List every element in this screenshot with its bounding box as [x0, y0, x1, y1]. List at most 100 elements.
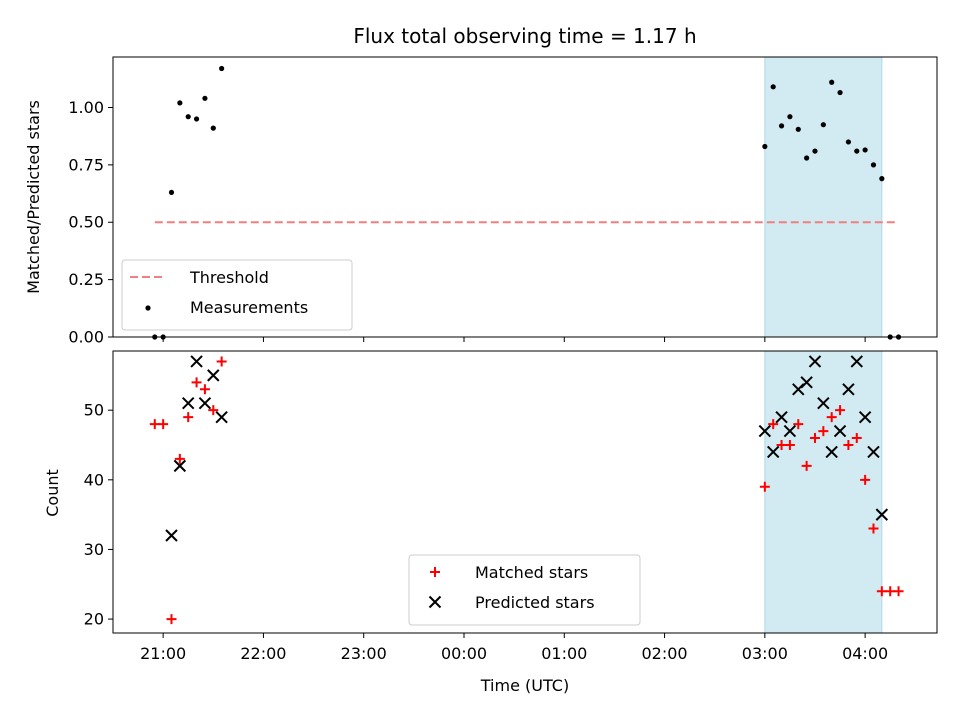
ratio-measurement-point	[193, 116, 200, 122]
ratio-shaded-span	[764, 56, 883, 338]
x-tick-label: 22:00	[240, 644, 286, 663]
ratio-measurement-point	[837, 89, 843, 96]
matched-star-point	[860, 474, 871, 485]
ratio-y-tick-label: 0.50	[68, 213, 104, 232]
ratio-y-tick-label: 0.75	[68, 155, 104, 174]
x-tick-label: 00:00	[441, 644, 487, 663]
ratio-measurement-point	[787, 114, 793, 120]
legend-label: Predicted stars	[475, 593, 595, 612]
ratio-y-axis-label: Matched/Predicted stars	[24, 100, 43, 294]
ratio-measurement-point	[870, 162, 877, 168]
matched-star-point	[793, 419, 804, 430]
predicted-star-point	[783, 424, 797, 438]
ratio-measurement-point	[854, 148, 860, 154]
ratio-measurement-point	[804, 155, 810, 161]
predicted-star-point	[842, 383, 855, 396]
count-y-tick-label: 40	[84, 470, 104, 489]
ratio-measurement-point	[770, 84, 776, 90]
predicted-star-point	[808, 355, 822, 368]
x-tick-label: 03:00	[742, 644, 788, 663]
x-tick-label: 01:00	[541, 644, 587, 663]
matched-star-point	[768, 419, 779, 430]
ratio-measurement-point	[812, 148, 818, 154]
matched-star-point	[191, 377, 202, 388]
matched-star-point	[876, 586, 887, 597]
predicted-star-point	[867, 445, 880, 459]
predicted-star-point	[198, 397, 212, 410]
ratio-measurement-point	[820, 122, 826, 128]
ratio-panel: Flux total observing time = 1.17 h Match…	[24, 24, 938, 347]
predicted-star-point	[825, 445, 838, 459]
ratio-axes-frame	[112, 56, 938, 338]
predicted-star-point	[758, 424, 772, 438]
ratio-y-tick-label: 0.00	[68, 328, 104, 347]
count-axes-frame	[112, 350, 938, 634]
ratio-measurement-point	[168, 189, 175, 196]
matched-star-point	[759, 481, 770, 492]
predicted-star-point	[173, 459, 187, 473]
matched-star-point	[216, 356, 227, 367]
legend-label: Threshold	[189, 268, 269, 287]
ratio-measurement-point	[185, 114, 191, 120]
matched-star-point	[893, 586, 904, 597]
predicted-star-point	[775, 410, 788, 424]
matched-star-point	[174, 453, 185, 464]
predicted-star-point	[766, 445, 780, 459]
matched-star-point	[885, 586, 896, 597]
predicted-star-point	[207, 369, 220, 382]
matched-star-point	[149, 419, 160, 430]
ratio-measurement-point	[762, 143, 768, 150]
predicted-star-point	[800, 376, 813, 389]
matched-star-point	[784, 440, 795, 450]
ratio-legend: Threshold Measurements	[121, 259, 353, 331]
predicted-star-point	[875, 508, 889, 521]
matched-star-point	[843, 440, 854, 450]
ratio-measurement-point	[879, 176, 885, 182]
count-shaded-span	[764, 350, 883, 634]
chart-title: Flux total observing time = 1.17 h	[353, 24, 696, 48]
ratio-measurement-point	[862, 147, 868, 153]
count-panel: Count Time (UTC) 20 30 40 50 21:00 22:00 23:00…	[43, 350, 938, 695]
ratio-measurement-point	[829, 79, 835, 85]
matched-star-point	[166, 614, 177, 625]
ratio-measurement-point	[210, 125, 216, 131]
ratio-measurement-point	[177, 100, 183, 106]
ratio-measurement-point	[795, 126, 801, 132]
count-legend: Matched stars Predicted stars	[408, 554, 641, 626]
matched-star-point	[835, 405, 846, 416]
legend-key-measurements	[145, 305, 151, 311]
count-y-tick-label: 50	[84, 401, 104, 420]
matched-star-point	[868, 523, 879, 534]
predicted-star-point	[190, 355, 203, 368]
count-legend-frame	[408, 554, 641, 626]
matched-star-point	[826, 412, 837, 423]
x-tick-label: 23:00	[341, 644, 387, 663]
predicted-star-point	[833, 424, 847, 438]
predicted-star-point	[850, 355, 863, 368]
matched-star-point	[801, 460, 812, 471]
legend-label: Measurements	[190, 298, 308, 317]
matched-star-point	[776, 440, 787, 450]
predicted-star-point	[215, 410, 228, 424]
matched-star-point	[199, 384, 210, 395]
legend-key-matched-stars	[430, 567, 440, 577]
x-axis-label: Time (UTC)	[480, 676, 569, 695]
ratio-legend-frame	[121, 259, 353, 331]
count-y-tick-label: 30	[84, 540, 104, 559]
ratio-measurement-point	[219, 65, 225, 72]
ratio-measurement-point	[845, 139, 852, 145]
legend-key-predicted-stars	[428, 595, 442, 609]
x-tick-label: 21:00	[140, 644, 186, 663]
ratio-measurement-point	[202, 95, 208, 101]
legend-label: Matched stars	[475, 563, 588, 582]
count-y-axis-label: Count	[43, 469, 62, 517]
matched-star-point	[851, 433, 862, 444]
ratio-measurement-point	[778, 123, 785, 129]
x-tick-label: 04:00	[842, 644, 888, 663]
predicted-star-point	[858, 410, 872, 424]
matched-star-point	[809, 433, 820, 444]
predicted-star-point	[817, 397, 830, 410]
ratio-y-tick-label: 1.00	[68, 98, 104, 117]
matched-star-point	[818, 426, 829, 437]
